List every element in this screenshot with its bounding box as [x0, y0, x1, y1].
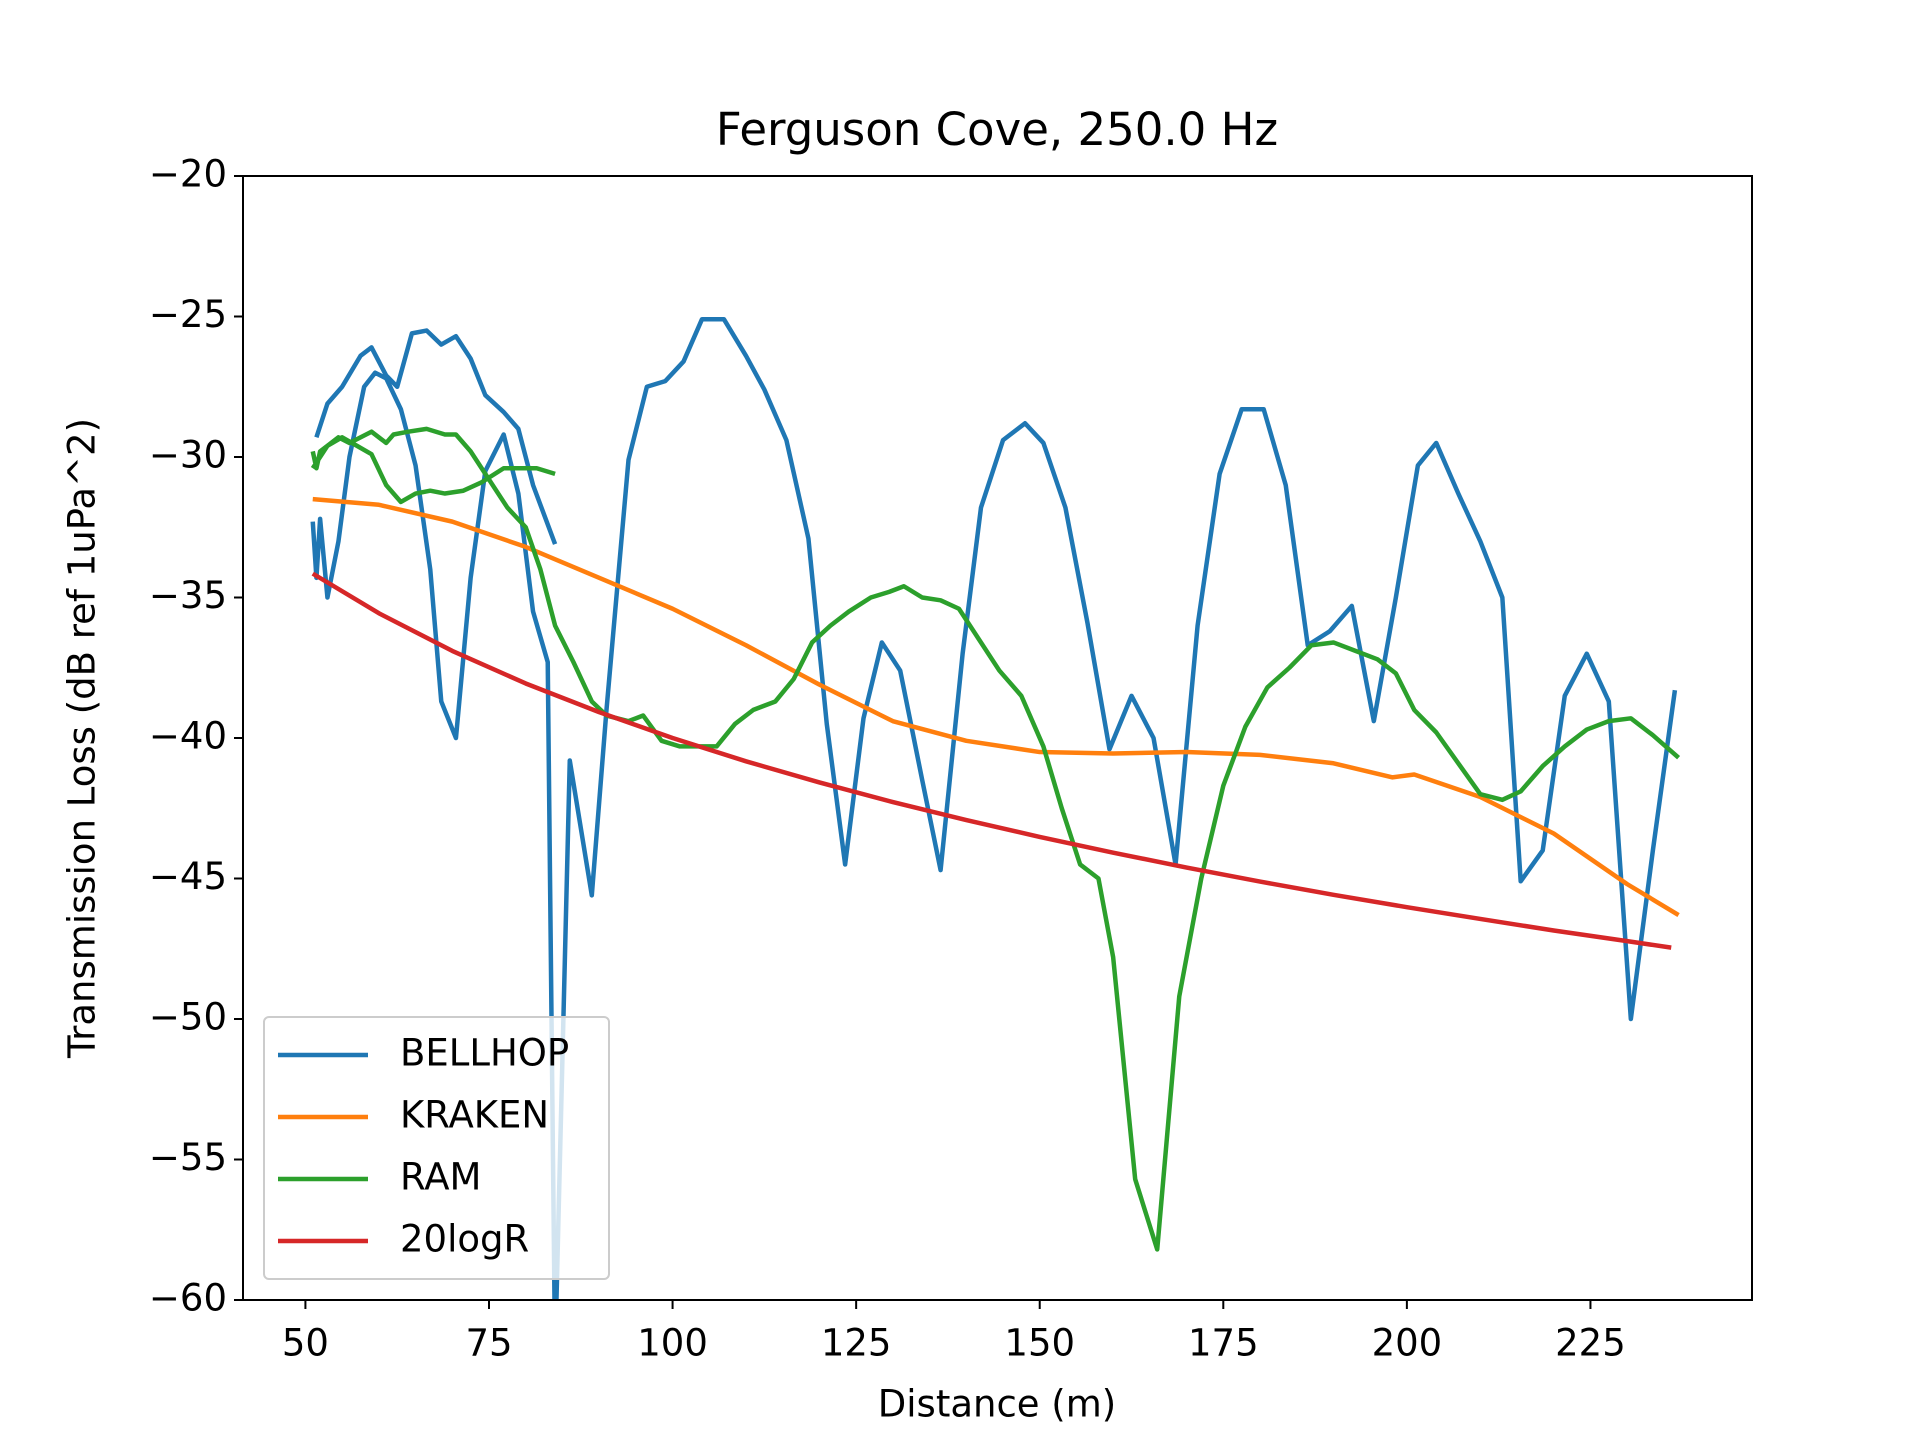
x-axis-label: Distance (m) [878, 1383, 1116, 1426]
legend-box [263, 1016, 610, 1280]
chart-title: Ferguson Cove, 250.0 Hz [716, 103, 1278, 156]
series-line [312, 496, 1680, 917]
legend-label: BELLHOP [400, 1032, 569, 1075]
x-tick-label: 225 [1555, 1322, 1626, 1365]
y-axis-label: Transmission Loss (dB ref 1uPa^2) [61, 418, 104, 1059]
x-tick-label: 150 [1004, 1322, 1075, 1365]
x-tick-label: 75 [465, 1322, 512, 1365]
x-tick-label: 125 [821, 1322, 892, 1365]
series-line [310, 426, 1681, 1252]
y-tick-label: −20 [149, 153, 227, 196]
x-tick-label: 175 [1188, 1322, 1259, 1365]
y-tick-label: −30 [149, 434, 227, 477]
plot-area [310, 317, 1681, 1300]
x-tick-label: 50 [282, 1322, 329, 1365]
legend-label: RAM [400, 1156, 481, 1199]
y-tick-label: −50 [149, 996, 227, 1039]
y-tick-label: −35 [149, 574, 227, 617]
plot-frame [242, 175, 1753, 1301]
y-tick-label: −55 [149, 1136, 227, 1179]
series-line [310, 317, 1678, 1300]
y-tick-label: −45 [149, 855, 227, 898]
legend-label: 20logR [400, 1218, 529, 1261]
x-tick-label: 200 [1372, 1322, 1443, 1365]
x-tick-label: 100 [637, 1322, 708, 1365]
y-tick-label: −25 [149, 293, 227, 336]
y-tick-label: −60 [149, 1277, 227, 1320]
legend-label: KRAKEN [400, 1094, 549, 1137]
y-tick-label: −40 [149, 715, 227, 758]
series-line [311, 571, 1672, 950]
